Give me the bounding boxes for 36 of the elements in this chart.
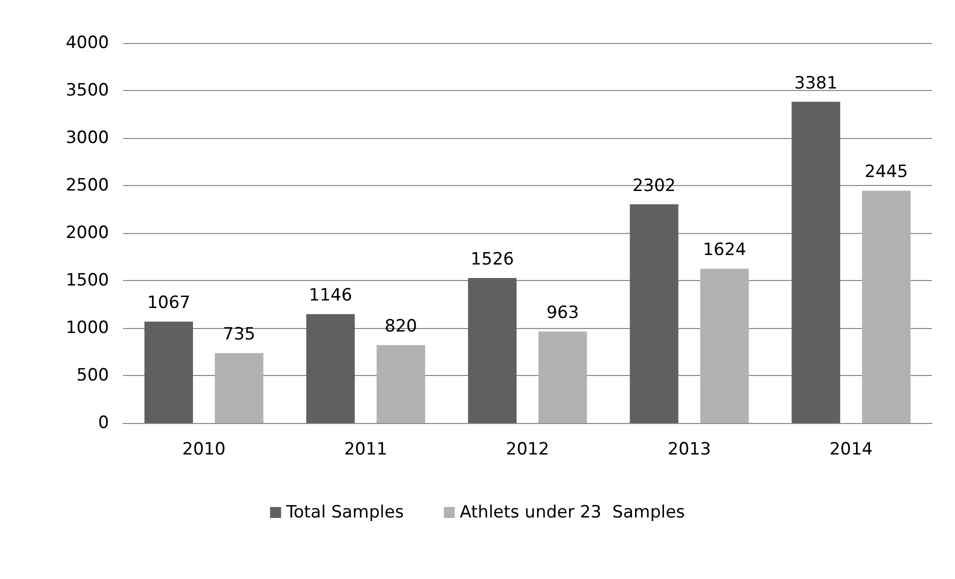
bar bbox=[792, 102, 840, 423]
bar bbox=[700, 268, 749, 423]
x-tick-label: 2013 bbox=[668, 440, 711, 460]
legend-label: Athlets under 23 Samples bbox=[460, 502, 686, 522]
bar bbox=[630, 204, 678, 423]
bar bbox=[144, 322, 193, 423]
data-label: 1067 bbox=[147, 293, 190, 314]
bar bbox=[306, 314, 355, 423]
data-label: 963 bbox=[546, 303, 579, 324]
y-tick-label: 2000 bbox=[66, 223, 109, 243]
x-tick-label: 2010 bbox=[182, 440, 226, 460]
y-tick-label: 1000 bbox=[66, 318, 109, 338]
y-tick-label: 0 bbox=[98, 413, 109, 433]
data-label: 2445 bbox=[864, 162, 908, 182]
y-tick-label: 4000 bbox=[66, 33, 109, 53]
data-label: 1624 bbox=[702, 240, 746, 260]
y-tick-label: 3500 bbox=[66, 80, 109, 100]
data-label: 2302 bbox=[632, 176, 676, 196]
x-tick-label: 2011 bbox=[344, 440, 388, 460]
data-label: 1146 bbox=[308, 286, 352, 306]
bar bbox=[862, 190, 911, 423]
data-label: 1526 bbox=[470, 250, 514, 270]
bar bbox=[538, 332, 587, 423]
bar bbox=[376, 345, 426, 423]
y-tick-label: 2500 bbox=[66, 176, 109, 196]
data-label: 820 bbox=[384, 316, 418, 337]
y-tick-label: 1500 bbox=[66, 270, 109, 290]
x-tick-label: 2012 bbox=[506, 440, 550, 460]
y-tick-label: 3000 bbox=[66, 128, 109, 148]
data-label: 735 bbox=[222, 324, 256, 345]
bar bbox=[214, 353, 264, 423]
legend-label: Total Samples bbox=[285, 502, 404, 522]
data-label: 3381 bbox=[794, 73, 838, 94]
y-tick-label: 500 bbox=[76, 366, 109, 386]
bar bbox=[468, 278, 517, 423]
x-tick-label: 2014 bbox=[829, 440, 873, 460]
